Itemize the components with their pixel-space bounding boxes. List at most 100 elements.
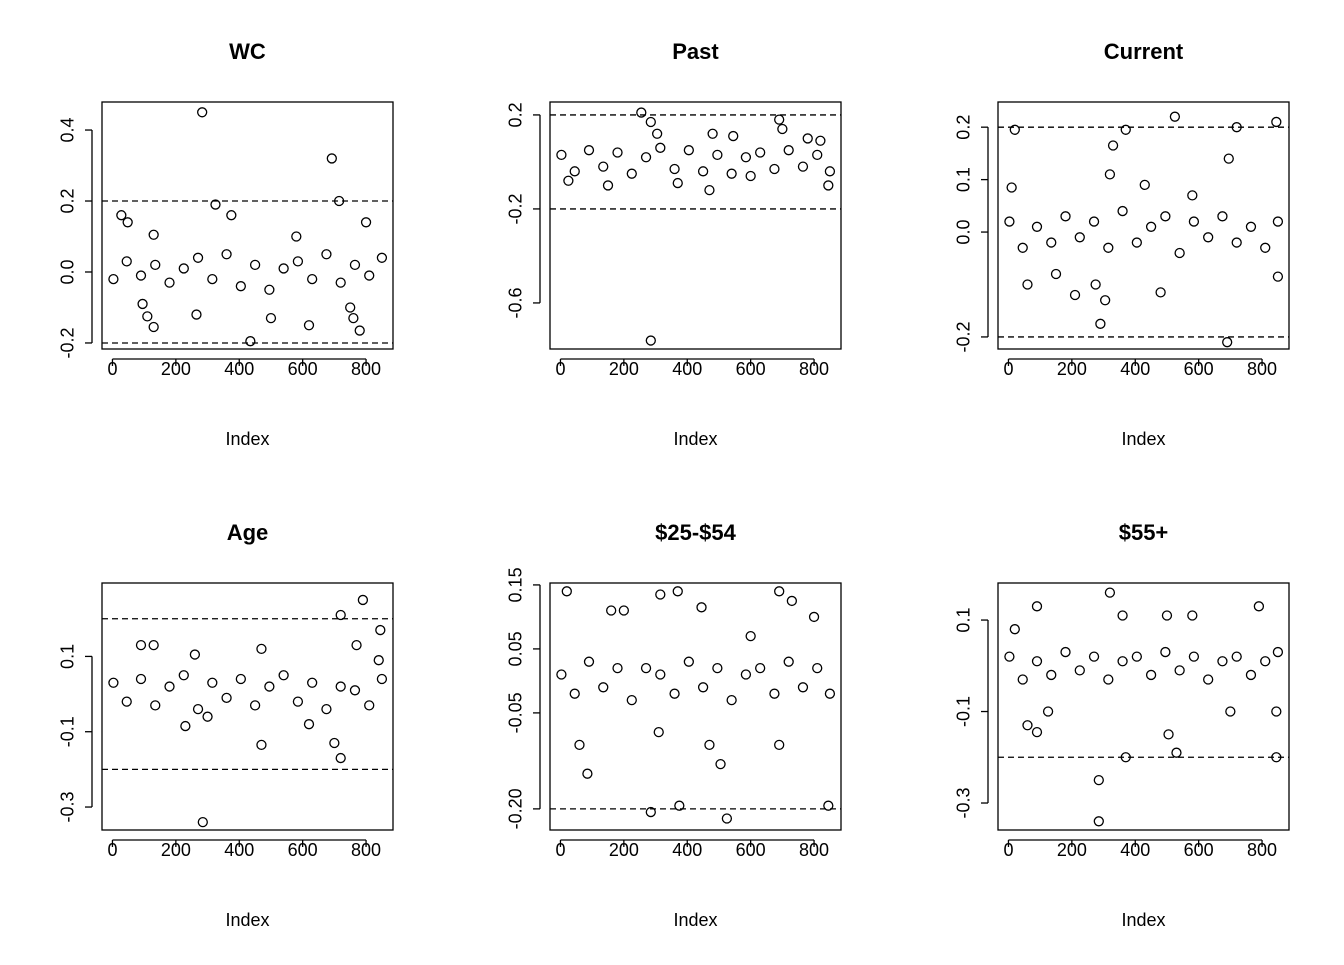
point	[1231, 651, 1242, 662]
point	[823, 180, 834, 191]
point	[696, 602, 707, 613]
y-tick-label: -0.05	[506, 692, 526, 733]
point	[1222, 337, 1233, 348]
y-tick-label: -0.3	[58, 792, 78, 823]
point	[1171, 747, 1182, 758]
panel: $25-$54 Index 0 200 400 600 800 -0.20 -0.05 0.05 0…	[506, 520, 842, 930]
point	[135, 639, 147, 651]
point	[150, 700, 161, 711]
x-tick-label: 0	[1003, 359, 1013, 379]
point	[726, 168, 737, 179]
point	[815, 135, 826, 146]
plot-frame	[997, 582, 1290, 831]
x-tick-label: 0	[107, 840, 117, 860]
point	[1120, 752, 1131, 763]
point	[712, 662, 723, 674]
point	[333, 195, 345, 207]
point	[108, 677, 119, 688]
point	[556, 149, 567, 161]
point	[802, 133, 813, 144]
point	[1046, 669, 1057, 681]
point	[1187, 190, 1198, 201]
point	[574, 739, 585, 751]
x-tick-label: 400	[672, 840, 702, 860]
point	[249, 700, 261, 711]
point	[256, 739, 267, 751]
point	[583, 145, 595, 156]
y-tick-label: 0.0	[58, 259, 78, 284]
point	[774, 739, 785, 751]
point	[1103, 674, 1114, 685]
point	[1060, 646, 1071, 658]
point	[329, 737, 340, 749]
point	[264, 681, 275, 692]
point	[210, 199, 221, 210]
point	[598, 161, 609, 172]
x-tick-label: 0	[1003, 840, 1013, 860]
point	[640, 152, 652, 163]
x-tick-label: 600	[736, 359, 766, 379]
y-tick-label: -0.1	[58, 716, 78, 747]
point	[1155, 287, 1166, 298]
point	[351, 639, 362, 651]
x-tick-label: 600	[288, 840, 318, 860]
point	[1139, 179, 1150, 191]
point	[335, 752, 346, 764]
point	[569, 688, 580, 699]
point	[191, 309, 202, 320]
point	[1271, 752, 1282, 763]
x-tick-label: 800	[1247, 840, 1277, 860]
point	[640, 662, 652, 674]
y-tick-label: 0.1	[954, 608, 974, 633]
point	[1245, 669, 1257, 681]
point	[1253, 601, 1265, 612]
point	[606, 605, 617, 616]
point	[808, 611, 820, 623]
point	[715, 758, 726, 770]
point	[823, 800, 834, 811]
point	[1271, 116, 1282, 128]
point	[226, 210, 237, 221]
point	[207, 677, 218, 688]
point	[375, 624, 386, 636]
point	[707, 128, 718, 139]
y-tick-label: -0.20	[506, 788, 526, 829]
point	[192, 703, 204, 715]
point	[1103, 242, 1114, 253]
point	[207, 273, 218, 285]
point	[1131, 651, 1142, 662]
point	[1090, 279, 1101, 290]
x-tick-label: 600	[1184, 359, 1214, 379]
x-axis-label: Index	[1121, 910, 1165, 930]
x-tick-label: 400	[1120, 359, 1150, 379]
point	[1099, 295, 1111, 306]
point	[626, 694, 637, 706]
point	[674, 800, 685, 811]
x-tick-label: 200	[1057, 359, 1087, 379]
point	[683, 145, 694, 156]
panel: Past Index 0 200 400 600 800 -0.6 -0.2 0.2	[506, 39, 842, 449]
x-tick-label: 600	[288, 359, 318, 379]
chart-title: Past	[672, 39, 719, 64]
x-tick-label: 400	[1120, 840, 1150, 860]
point	[1004, 216, 1015, 227]
point	[1095, 318, 1106, 329]
point	[1009, 124, 1020, 135]
point	[235, 673, 246, 685]
x-tick-label: 800	[799, 840, 829, 860]
point	[150, 259, 161, 271]
point	[556, 669, 567, 680]
point	[1117, 656, 1128, 667]
point	[755, 662, 766, 674]
point	[618, 605, 630, 616]
plot-frame	[997, 101, 1290, 350]
point	[1272, 646, 1284, 658]
point	[1022, 720, 1033, 731]
point	[335, 609, 346, 621]
point	[1271, 706, 1282, 717]
y-tick-label: -0.2	[954, 321, 974, 352]
point	[335, 277, 346, 288]
point	[669, 688, 680, 699]
point	[721, 813, 733, 824]
